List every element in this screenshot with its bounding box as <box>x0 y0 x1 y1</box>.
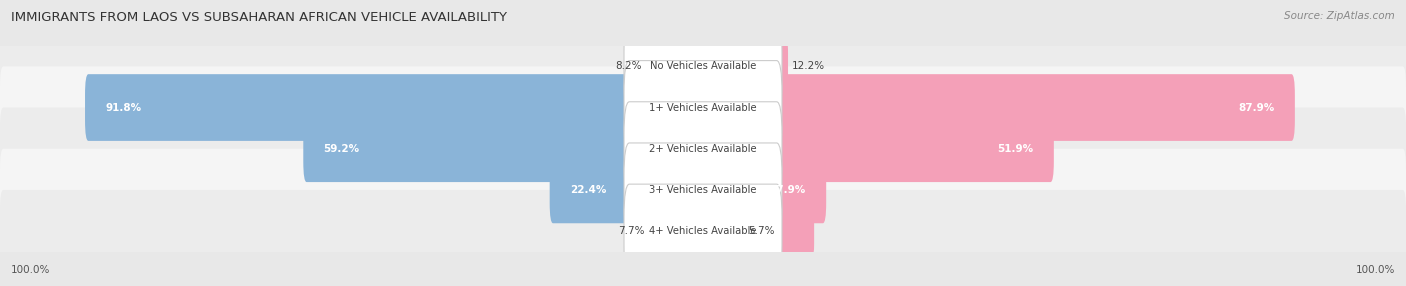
Text: 1+ Vehicles Available: 1+ Vehicles Available <box>650 103 756 112</box>
FancyBboxPatch shape <box>0 190 1406 272</box>
FancyBboxPatch shape <box>773 74 1295 141</box>
FancyBboxPatch shape <box>550 156 633 223</box>
Text: 100.0%: 100.0% <box>11 265 51 275</box>
Text: 51.9%: 51.9% <box>998 144 1033 154</box>
Text: 22.4%: 22.4% <box>569 185 606 195</box>
FancyBboxPatch shape <box>84 74 633 141</box>
Text: 87.9%: 87.9% <box>1239 103 1275 112</box>
Text: No Vehicles Available: No Vehicles Available <box>650 61 756 71</box>
Text: 100.0%: 100.0% <box>1355 265 1395 275</box>
FancyBboxPatch shape <box>468 136 630 162</box>
FancyBboxPatch shape <box>0 108 1406 190</box>
FancyBboxPatch shape <box>773 156 827 223</box>
FancyBboxPatch shape <box>650 206 675 256</box>
FancyBboxPatch shape <box>776 95 1033 120</box>
FancyBboxPatch shape <box>624 143 782 237</box>
FancyBboxPatch shape <box>0 149 1406 231</box>
Text: 2+ Vehicles Available: 2+ Vehicles Available <box>650 144 756 154</box>
Text: 5.7%: 5.7% <box>748 226 775 236</box>
Text: 3+ Vehicles Available: 3+ Vehicles Available <box>650 185 756 195</box>
FancyBboxPatch shape <box>591 177 630 203</box>
Text: 17.9%: 17.9% <box>770 185 806 195</box>
Text: 4+ Vehicles Available: 4+ Vehicles Available <box>650 226 756 236</box>
FancyBboxPatch shape <box>304 115 633 182</box>
FancyBboxPatch shape <box>776 136 914 162</box>
FancyBboxPatch shape <box>0 66 1406 149</box>
FancyBboxPatch shape <box>624 102 782 196</box>
Text: 91.8%: 91.8% <box>105 103 141 112</box>
FancyBboxPatch shape <box>0 25 1406 108</box>
Text: IMMIGRANTS FROM LAOS VS SUBSAHARAN AFRICAN VEHICLE AVAILABILITY: IMMIGRANTS FROM LAOS VS SUBSAHARAN AFRIC… <box>11 11 508 24</box>
FancyBboxPatch shape <box>776 177 800 203</box>
FancyBboxPatch shape <box>773 33 787 100</box>
FancyBboxPatch shape <box>647 41 669 92</box>
FancyBboxPatch shape <box>773 115 1054 182</box>
FancyBboxPatch shape <box>624 19 782 113</box>
Text: 8.2%: 8.2% <box>614 61 641 71</box>
FancyBboxPatch shape <box>624 184 782 278</box>
FancyBboxPatch shape <box>776 53 780 79</box>
Text: Source: ZipAtlas.com: Source: ZipAtlas.com <box>1284 11 1395 21</box>
FancyBboxPatch shape <box>359 95 630 120</box>
FancyBboxPatch shape <box>624 61 782 154</box>
Text: 12.2%: 12.2% <box>792 61 824 71</box>
Text: 59.2%: 59.2% <box>323 144 360 154</box>
Text: 7.7%: 7.7% <box>619 226 645 236</box>
FancyBboxPatch shape <box>775 206 814 256</box>
